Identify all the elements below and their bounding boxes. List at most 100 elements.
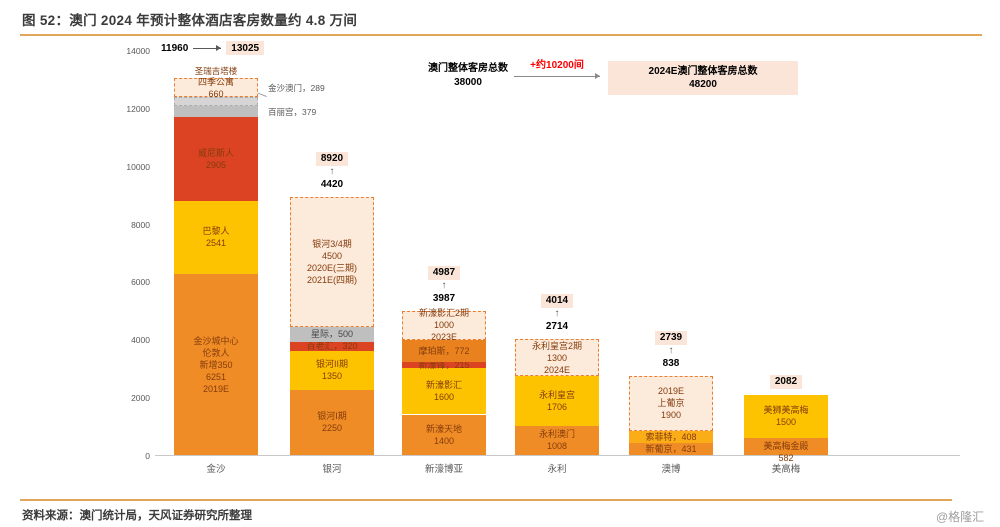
x-axis-label: 美高梅 [771,464,801,475]
bar-segment-label: 2019E 上葡京 1900 [630,377,712,430]
bar-segment: 永利皇宫2期 1300 2024E [515,338,599,377]
total-rooms-current: 澳门整体客房总数 38000 [418,62,518,89]
bar-segment-label: 新濠影汇 1600 [402,368,486,414]
bar-segment-label-line: 索菲特，408 [645,431,697,442]
bar-segment-label-line: 2024E [543,364,571,375]
bar-growth-annotation: 2739 ↑ 838 [629,330,713,369]
bar-segment-label-line: 新濠影汇2期 [418,308,469,319]
y-axis-tick-label: 0 [145,451,150,461]
bar-segment-label-line: 上葡京 [657,398,685,409]
bar-segment-label: 新葡京，431 [629,443,713,455]
x-axis-label: 新濠博亚 [424,464,463,475]
current-total-label: 11960 [161,43,189,54]
y-axis-tick-label: 6000 [131,277,150,288]
bar-segment-label: 四季公寓 660 [175,76,257,99]
bar-segment-label-line: 永利皇宫 [538,390,575,401]
y-axis-tick-label: 12000 [126,103,150,114]
bar-segment-label-line: 1500 [775,417,797,428]
x-axis-label: 永利 [547,464,567,475]
flow-right-arrow-icon [514,73,600,79]
bar-segment: 星际，500 [290,327,374,342]
total-rooms-current-line: 澳门整体客房总数 [428,63,508,74]
bar-segment-label-line: 摩珀斯，772 [418,345,470,356]
figure-title: 图 52：澳门 2024 年预计整体酒店客房数量约 4.8 万间 [22,13,358,28]
x-axis-label: 银河 [322,464,342,475]
bar-segment-label-line: 2541 [205,238,227,249]
bar-segment-label: 永利皇宫2期 1300 2024E [516,340,598,376]
rooms-increase-label: +约10200间 [530,60,584,71]
bar-segment-label-line: 1706 [546,402,568,413]
bar-segment-label: 银河I期 2250 [290,390,374,455]
watermark: @格隆汇 [936,510,985,524]
total-rooms-2024e-box: 2024E澳门整体客房总数 48200 [608,61,798,95]
bar-segment: 新葡京，431 [629,442,713,455]
bar-segment-label-line: 新濠影汇 [425,380,462,391]
bar-segment-label: 美高梅金殿 582 [744,438,828,463]
bar-segment-label-line: 美狮美高梅 [763,405,809,416]
bar-segment [174,105,258,117]
bar-segment: 新濠影汇 1600 [402,368,486,415]
bar-segment-label-line: 银河II期 [315,359,348,370]
bar-segment: 新濠锋，215 [402,360,486,371]
bar-segment-label: 星际，500 [290,327,374,341]
bar-segment: 威尼斯人 2905 [174,116,258,201]
up-arrow-icon: ↑ [329,165,335,177]
bar-segment-label: 摩珀斯，772 [402,340,486,362]
bar-segment-label-line: 2023E [430,332,458,343]
footer-divider [20,499,952,501]
current-total-label: 838 [662,357,680,369]
bar-segment: 银河II期 1350 [290,350,374,390]
bar-segment: 索菲特，408 [629,430,713,443]
bar-segment: 银河3/4期 4500 2020E(三期) 2021E(四期) [290,196,374,328]
bar-segment [174,97,258,106]
bar-segment-label-line: 伦敦人 [202,347,230,358]
title-divider [20,34,982,36]
bar-segment-label: 新濠影汇2期 1000 2023E [403,308,485,342]
bar-segment-label-line: 美高梅金殿 [763,441,809,452]
bar-segment-label-line: 银河3/4期 [312,239,352,250]
bar-segment-label-line: 新濠天地 [425,423,462,434]
bar-segment-label-line: 新濠锋，215 [418,360,470,371]
bar-growth-annotation: 11960 13025 [161,41,265,55]
bar-segment-label-line: 银河I期 [317,411,347,422]
total-rooms-current-line: 38000 [454,76,482,88]
segment-side-label: 金沙澳门，289 [268,83,325,94]
bar-segment: 巴黎人 2541 [174,200,258,275]
bar-segment-label-line: 新增350 [199,359,233,370]
segment-side-label: 百丽宫，379 [268,107,317,118]
bar-growth-annotation: 8920 ↑ 4420 [290,151,374,190]
bar-segment-label: 银河3/4期 4500 2020E(三期) 2021E(四期) [291,198,373,326]
y-axis-tick-label: 2000 [131,393,150,404]
up-arrow-icon: ↑ [554,307,560,319]
future-total-badge: 2739 [654,330,688,345]
future-total-badge: 4014 [540,293,574,308]
bar-segment-label: 新濠天地 1400 [402,415,486,456]
bar-segment-label-line: 四季公寓 [197,76,234,87]
current-total-badge: 2082 [769,374,803,389]
x-axis-line [155,455,960,456]
bar-segment-label: 美狮美高梅 1500 [744,395,828,438]
right-arrow-icon [193,44,222,51]
bar-segment-label: 金沙城中心 伦敦人 新增350 6251 2019E [174,274,258,455]
y-axis-tick-label: 4000 [131,335,150,346]
bar-segment-label: 威尼斯人 2905 [174,117,258,201]
bar-segment-label-line: 1600 [433,392,455,403]
bar-segment-label-line: 百老汇，320 [306,341,358,352]
y-axis-tick-label: 14000 [126,46,150,56]
x-axis-label: 澳博 [661,464,681,475]
bar-segment: 永利皇宫 1706 [515,376,599,426]
bar-segment-label: 巴黎人 2541 [174,201,258,275]
future-total-badge: 8920 [315,151,349,166]
bar-segment-label-line: 永利皇宫2期 [531,340,582,351]
bar-segment-label-line: 金沙城中心 [193,335,239,346]
current-total-label: 4420 [320,178,344,190]
bar-segment: 美狮美高梅 1500 [744,394,828,439]
total-rooms-2024e-line: 48200 [689,79,717,90]
bar-segment-label-line: 威尼斯人 [197,147,234,158]
bar-segment-label-line: 2021E(四期) [306,275,358,286]
bar-segment-label-line: 巴黎人 [202,226,230,237]
bar-segment-label-line: 2905 [205,159,227,170]
bar-segment-label-line: 1000 [433,320,455,331]
bar-segment-label: 永利澳门 1008 [515,426,599,455]
